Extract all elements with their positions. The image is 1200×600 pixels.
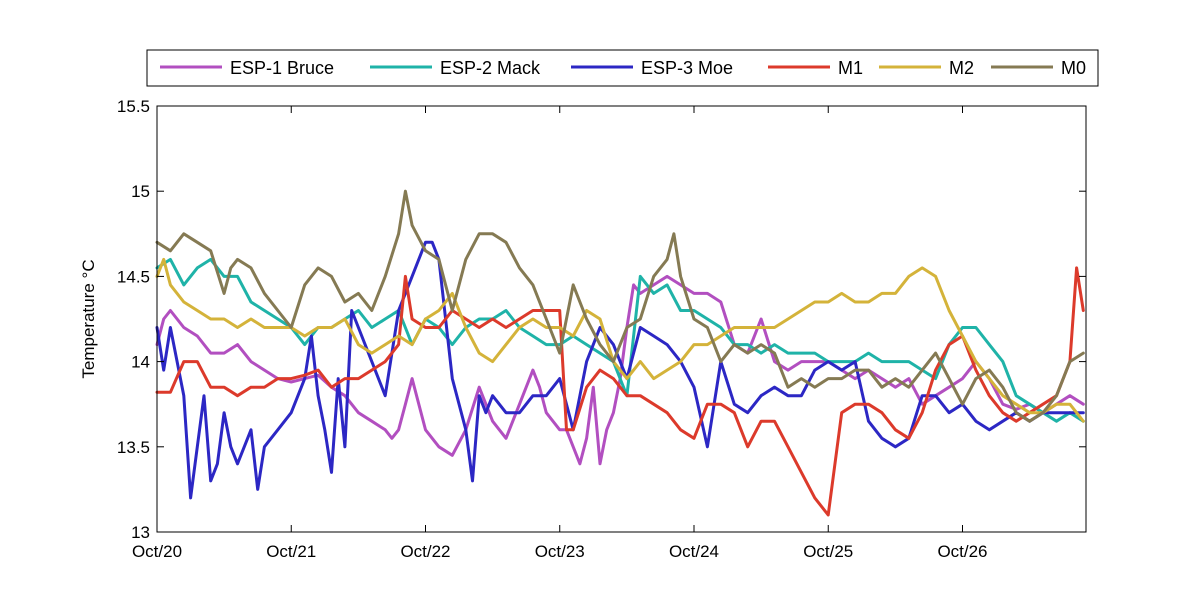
series-line-m1 bbox=[155, 266, 1085, 517]
y-tick-label: 13 bbox=[131, 523, 150, 542]
y-axis: 13 13.5 14 14.5 15 15.5 bbox=[117, 97, 1086, 542]
legend-label: ESP-1 Bruce bbox=[230, 58, 334, 78]
plot-area: Oct/20 Oct/21 Oct/22 Oct/23 Oct/24 Oct/25 Oct/… bbox=[117, 97, 1087, 561]
y-tick-label: 14 bbox=[131, 353, 150, 372]
x-tick-label: Oct/23 bbox=[535, 542, 585, 561]
legend-label: M0 bbox=[1061, 58, 1086, 78]
series-line-esp-1-bruce bbox=[155, 274, 1085, 466]
y-tick-label: 13.5 bbox=[117, 438, 150, 457]
x-tick-label: Oct/24 bbox=[669, 542, 719, 561]
legend-label: M1 bbox=[838, 58, 863, 78]
series-line-esp-3-moe bbox=[155, 240, 1085, 500]
legend-label: M2 bbox=[949, 58, 974, 78]
y-tick-label: 14.5 bbox=[117, 267, 150, 286]
legend-label: ESP-3 Moe bbox=[641, 58, 733, 78]
x-tick-label: Oct/22 bbox=[400, 542, 450, 561]
y-axis-label: Temperature °C bbox=[79, 259, 98, 378]
series-layer bbox=[155, 189, 1085, 517]
legend-label: ESP-2 Mack bbox=[440, 58, 541, 78]
x-tick-label: Oct/26 bbox=[937, 542, 987, 561]
y-tick-label: 15.5 bbox=[117, 97, 150, 116]
plot-frame bbox=[156, 105, 1087, 533]
series-line-m0 bbox=[155, 189, 1085, 423]
x-axis: Oct/20 Oct/21 Oct/22 Oct/23 Oct/24 Oct/25 Oct/… bbox=[132, 106, 988, 561]
legend: ESP-1 Bruce ESP-2 Mack ESP-3 Moe M1 M2 M0 bbox=[146, 49, 1099, 87]
x-tick-label: Oct/20 bbox=[132, 542, 182, 561]
x-tick-label: Oct/21 bbox=[266, 542, 316, 561]
x-tick-label: Oct/25 bbox=[803, 542, 853, 561]
y-tick-label: 15 bbox=[131, 182, 150, 201]
